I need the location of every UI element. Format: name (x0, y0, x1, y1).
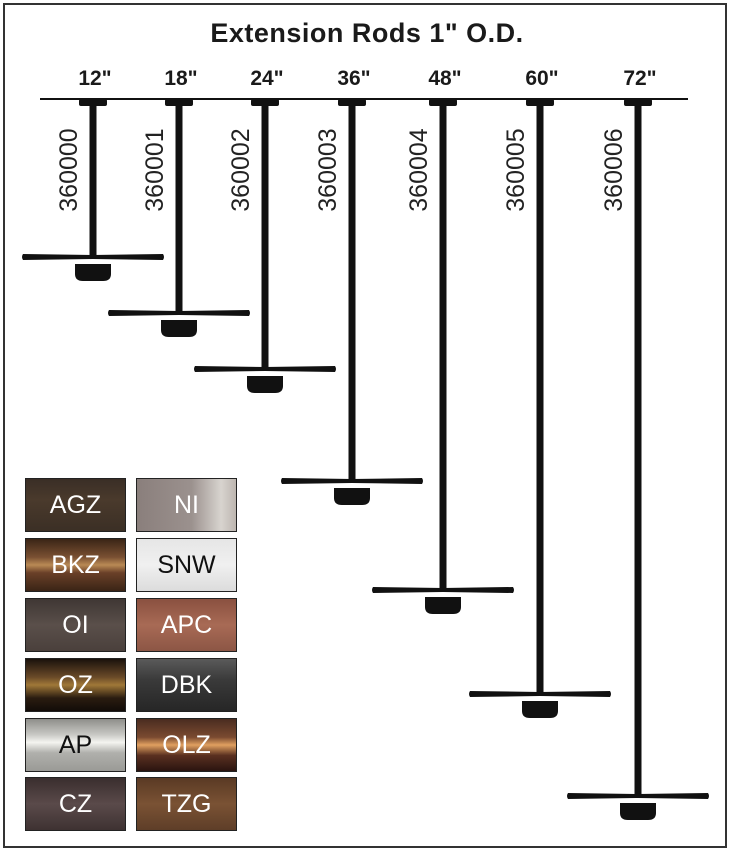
fan-blades (281, 478, 423, 484)
rod-part-number: 360001 (141, 128, 169, 211)
finish-code: APC (160, 610, 213, 639)
fan-motor-housing (522, 701, 558, 718)
finish-swatch-snw: SNW (136, 538, 237, 592)
extension-rod (348, 104, 356, 481)
canopy-mount (79, 99, 107, 106)
fan-blades (469, 691, 611, 697)
finish-swatch-oi: OI (25, 598, 126, 652)
extension-rod (89, 104, 97, 257)
fan-blades (567, 793, 709, 799)
finish-code: TZG (161, 789, 212, 818)
rod-part-number: 360003 (314, 128, 342, 211)
rod-length-label: 12" (78, 67, 111, 90)
finish-swatch-tzg: TZG (136, 777, 237, 831)
rod-part-number: 360006 (600, 128, 628, 211)
finish-code: SNW (157, 550, 216, 579)
rod-length-label: 72" (623, 67, 656, 90)
rod-part-number: 360002 (227, 128, 255, 211)
rod-part-number: 360000 (55, 128, 83, 211)
fan-motor-housing (75, 264, 111, 281)
fan-motor-housing (161, 320, 197, 337)
fan-blades (194, 366, 336, 372)
finish-swatch-ni: NI (136, 478, 237, 532)
finish-swatch-olz: OLZ (136, 718, 237, 772)
fan-motor-housing (425, 597, 461, 614)
rod-length-label: 60" (525, 67, 558, 90)
rod-length-label: 36" (337, 67, 370, 90)
extension-rod (261, 104, 269, 369)
extension-rod (439, 104, 447, 590)
finish-code: OLZ (162, 730, 211, 759)
finish-swatch-dbk: DBK (136, 658, 237, 712)
fan-blades (108, 310, 250, 316)
fan-motor-housing (334, 488, 370, 505)
canopy-mount (251, 99, 279, 106)
rod-part-number: 360005 (502, 128, 530, 211)
finish-code: OI (62, 610, 89, 639)
finish-swatch-cz: CZ (25, 777, 126, 831)
finish-code: OZ (58, 670, 93, 699)
extension-rod (634, 104, 642, 796)
finish-code: AP (58, 730, 93, 759)
canopy-mount (624, 99, 652, 106)
finish-swatch-bkz: BKZ (25, 538, 126, 592)
extension-rod (175, 104, 183, 313)
finish-code: DBK (160, 670, 213, 699)
diagram-title: Extension Rods 1" O.D. (210, 18, 524, 48)
rod-part-number: 360004 (405, 128, 433, 212)
fan-motor-housing (247, 376, 283, 393)
finish-code: AGZ (49, 490, 102, 519)
finish-code: BKZ (51, 550, 100, 579)
canopy-mount (526, 99, 554, 106)
finish-swatch-oz: OZ (25, 658, 126, 712)
canopy-mount (165, 99, 193, 106)
canopy-mount (338, 99, 366, 106)
extension-rod (536, 104, 544, 694)
frame-border (3, 3, 727, 848)
rod-length-label: 24" (250, 67, 283, 90)
rod-length-label: 48" (428, 67, 461, 90)
finish-code: NI (174, 490, 199, 519)
canopy-mount (429, 99, 457, 106)
finish-swatch-apc: APC (136, 598, 237, 652)
finish-swatch-agz: AGZ (25, 478, 126, 532)
fan-motor-housing (620, 803, 656, 820)
finish-code: CZ (58, 789, 93, 818)
fan-blades (22, 254, 164, 260)
finish-swatch-ap: AP (25, 718, 126, 772)
rod-length-label: 18" (164, 67, 197, 90)
fan-blades (372, 587, 514, 593)
